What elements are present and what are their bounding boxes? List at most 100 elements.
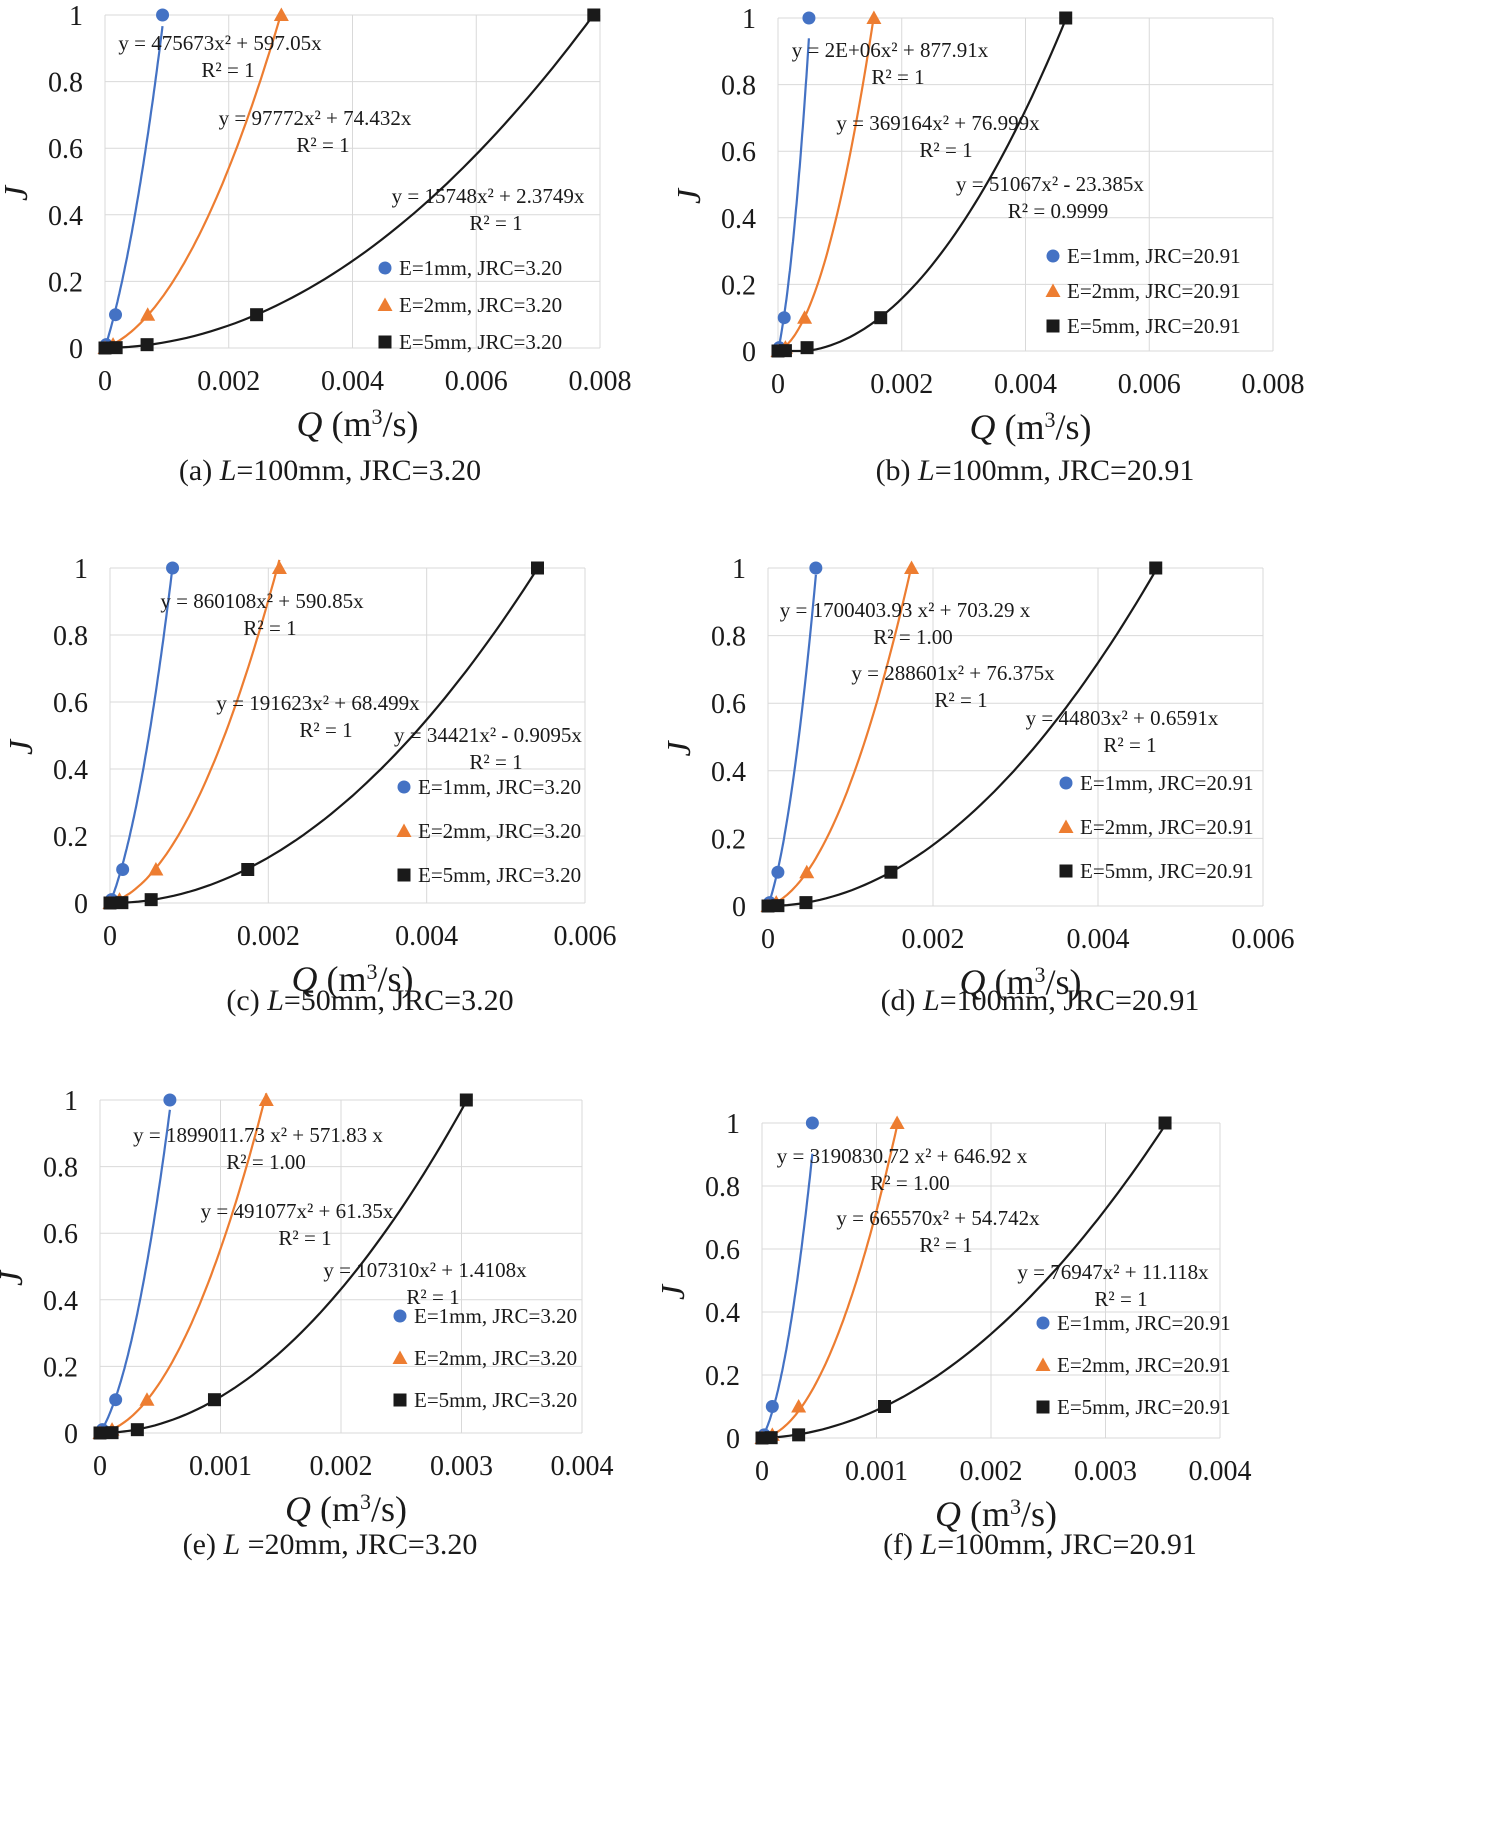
data-point-triangle: [791, 1399, 807, 1413]
y-tick-label: 0.8: [43, 1153, 78, 1184]
chart-e: 0 0.001 0.002 0.003 0.004 0 0.2 0.4 0.6 0.8 1 J Q (m…: [0, 1086, 614, 1529]
legend-marker-triangle: [377, 297, 393, 311]
trendline-equation: y = 3190830.72 x² + 646.92 x: [777, 1144, 1028, 1168]
legend-marker-square: [378, 335, 392, 349]
chart-a: 0 0.002 0.004 0.006 0.008 0 0.2 0.4 0.6 0.8 1 J Q (m…: [0, 1, 632, 444]
y-tick-label: 1: [726, 1109, 740, 1140]
r-squared-label: R² = 1: [469, 750, 522, 774]
panel-caption: (f) L=100mm, JRC=20.91: [883, 1528, 1197, 1561]
data-point-square: [771, 899, 785, 913]
data-point-square: [778, 344, 792, 358]
data-point-triangle: [904, 560, 920, 574]
legend: E=1mm, JRC=3.20 E=2mm, JRC=3.20 E=5mm, JRC…: [377, 256, 562, 354]
trendline-circle: [761, 1153, 814, 1439]
legend-entry: E=5mm, JRC=3.20: [418, 863, 581, 887]
data-point-triangle: [889, 1115, 905, 1129]
x-axis-label: Q (m3/s): [292, 959, 414, 1000]
trendline-equation: y = 191623x² + 68.499x: [216, 691, 420, 715]
trendline-equation: y = 15748x² + 2.3749x: [392, 184, 585, 208]
r-squared-label: R² = 1: [469, 211, 522, 235]
data-point-circle: [116, 863, 130, 876]
data-point-circle: [805, 1116, 819, 1130]
trendline-circle: [108, 566, 174, 904]
trendline-triangle: [109, 559, 281, 905]
legend-entry: E=5mm, JRC=20.91: [1067, 314, 1241, 338]
trendline-equation: y = 1899011.73 x² + 571.83 x: [133, 1123, 383, 1147]
data-point-circle: [809, 561, 823, 575]
x-tick-label: 0.008: [569, 366, 632, 397]
chart-b: 0 0.002 0.004 0.006 0.008 0 0.2 0.4 0.6 0.8 1 J Q (m…: [671, 4, 1305, 447]
legend-entry: E=1mm, JRC=20.91: [1067, 244, 1241, 268]
data-point-square: [878, 1400, 892, 1413]
y-tick-label: 0.4: [53, 755, 88, 786]
data-point-triangle: [258, 1092, 274, 1106]
x-tick-label: 0.008: [1242, 369, 1305, 400]
trendline-equation: y = 97772x² + 74.432x: [219, 106, 412, 130]
x-tick-label: 0.004: [994, 369, 1057, 400]
trendline-equation: y = 107310x² + 1.4108x: [323, 1258, 527, 1282]
r-squared-label: R² = 0.9999: [1008, 199, 1108, 223]
x-tick-label: 0: [93, 1451, 107, 1482]
y-tick-label: 1: [732, 554, 746, 585]
x-tick-label: 0.006: [554, 921, 617, 952]
data-point-square: [140, 338, 154, 352]
y-tick-label: 0.8: [721, 71, 756, 102]
trendline-equation: y = 491077x² + 61.35x: [201, 1199, 394, 1223]
r-squared-label: R² = 1: [201, 58, 254, 82]
x-tick-label: 0.006: [1118, 369, 1181, 400]
legend: E=1mm, JRC=20.91 E=2mm, JRC=20.91 E=5mm, J…: [1035, 1311, 1231, 1419]
legend-marker-circle: [1036, 1316, 1050, 1330]
y-axis-label: J: [0, 184, 35, 201]
x-axis-label: Q (m3/s): [285, 1489, 407, 1530]
x-tick-label: 0.004: [321, 366, 384, 397]
trendline-square: [767, 569, 1157, 908]
trendline-equation: y = 665570x² + 54.742x: [836, 1206, 1040, 1230]
data-point-square: [800, 341, 814, 355]
legend-marker-circle: [1046, 249, 1060, 263]
panel-caption: (a) L=100mm, JRC=3.20: [178, 454, 482, 487]
legend-marker-triangle: [392, 1350, 408, 1364]
legend-entry: E=1mm, JRC=3.20: [418, 775, 581, 799]
trendline-circle: [103, 25, 164, 349]
data-point-triangle: [140, 307, 156, 321]
chart-d: 0 0.002 0.004 0.006 0 0.2 0.4 0.6 0.8 1 J Q (m3/s) y…: [661, 554, 1295, 1002]
legend-entry: E=2mm, JRC=3.20: [414, 1346, 577, 1370]
y-tick-label: 0: [74, 889, 88, 920]
legend-marker-square: [1046, 319, 1060, 333]
data-point-triangle: [799, 864, 815, 879]
r-squared-label: R² = 1: [299, 718, 352, 742]
legend-marker-triangle: [1045, 283, 1061, 297]
y-tick-label: 0.8: [53, 621, 88, 652]
legend: E=1mm, JRC=3.20 E=2mm, JRC=3.20 E=5mm, JRC…: [396, 775, 581, 887]
r-squared-label: R² = 1: [1094, 1287, 1147, 1311]
legend-entry: E=2mm, JRC=20.91: [1057, 1353, 1231, 1377]
y-tick-label: 0.8: [705, 1172, 740, 1203]
x-tick-label: 0.004: [1067, 924, 1130, 955]
trendline-equation: y = 34421x² - 0.9095x: [394, 723, 582, 747]
legend-entry: E=2mm, JRC=20.91: [1080, 815, 1254, 839]
legend-entry: E=1mm, JRC=3.20: [399, 256, 562, 280]
r-squared-label: R² = 1: [406, 1285, 459, 1309]
trendline-triangle: [777, 15, 875, 353]
trendline-equation: y = 51067x² - 23.385x: [956, 172, 1144, 196]
data-point-square: [1059, 11, 1073, 25]
x-tick-label: 0: [98, 366, 112, 397]
x-tick-label: 0.001: [845, 1456, 908, 1487]
x-tick-label: 0.002: [960, 1456, 1023, 1487]
data-point-square: [587, 8, 601, 22]
y-tick-label: 0: [64, 1419, 78, 1450]
x-tick-label: 0.006: [445, 366, 508, 397]
x-tick-label: 0.002: [870, 369, 933, 400]
legend: E=1mm, JRC=20.91 E=2mm, JRC=20.91 E=5mm, J…: [1045, 244, 1241, 338]
data-point-circle: [802, 11, 816, 25]
data-point-square: [144, 893, 158, 907]
data-point-square: [761, 899, 775, 913]
x-tick-label: 0.002: [310, 1451, 373, 1482]
x-axis-label: Q (m3/s): [970, 407, 1092, 448]
data-point-circle: [109, 1393, 123, 1407]
y-tick-label: 1: [74, 554, 88, 585]
x-tick-label: 0: [761, 924, 775, 955]
data-point-triangle: [866, 10, 882, 24]
y-tick-label: 0.4: [48, 201, 83, 232]
